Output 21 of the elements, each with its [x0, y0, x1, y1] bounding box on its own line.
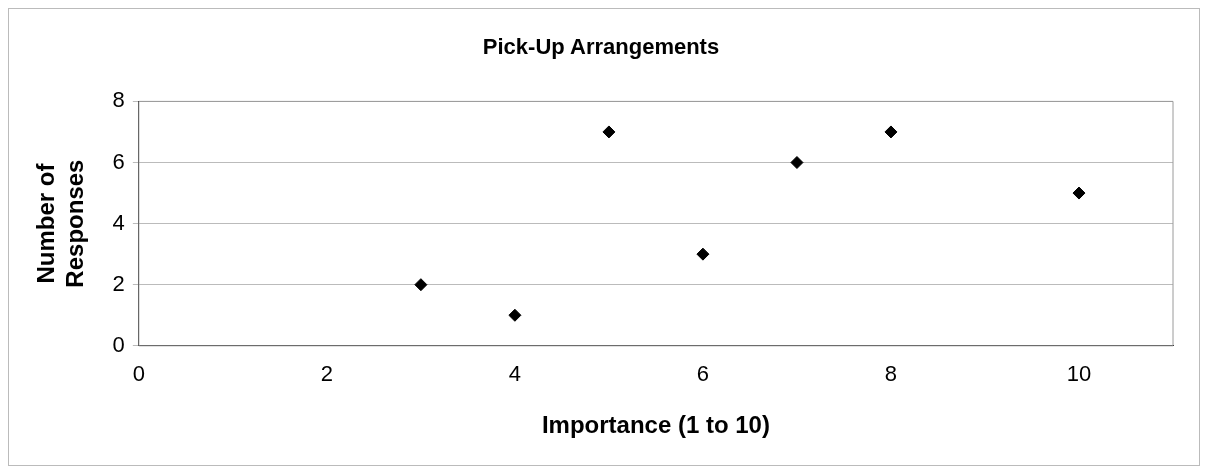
- point: [602, 125, 616, 139]
- point: [1072, 186, 1086, 200]
- x-axis-title: Importance (1 to 10): [541, 411, 770, 439]
- x-tick-label: 8: [884, 361, 898, 387]
- point: [790, 156, 804, 169]
- point: [414, 278, 428, 292]
- x-tick-label: 0: [132, 361, 145, 387]
- x-tick-label: 6: [696, 361, 710, 387]
- y-tick-label: 2: [112, 270, 125, 296]
- point: [884, 125, 898, 139]
- y-tick-label: 8: [112, 87, 125, 113]
- x-tick-label: 2: [320, 361, 333, 387]
- y-tick-label: 0: [112, 331, 125, 357]
- x-tick-label: 4: [508, 361, 522, 387]
- point: [508, 308, 522, 322]
- point: [696, 247, 710, 261]
- y-axis-title: Number of Responses: [32, 159, 88, 288]
- chart-title: Pick-Up Arrangements: [482, 34, 720, 60]
- x-tick-label: 10: [1066, 361, 1092, 387]
- y-tick-label: 4: [112, 209, 125, 235]
- y-tick-label: 6: [112, 148, 125, 174]
